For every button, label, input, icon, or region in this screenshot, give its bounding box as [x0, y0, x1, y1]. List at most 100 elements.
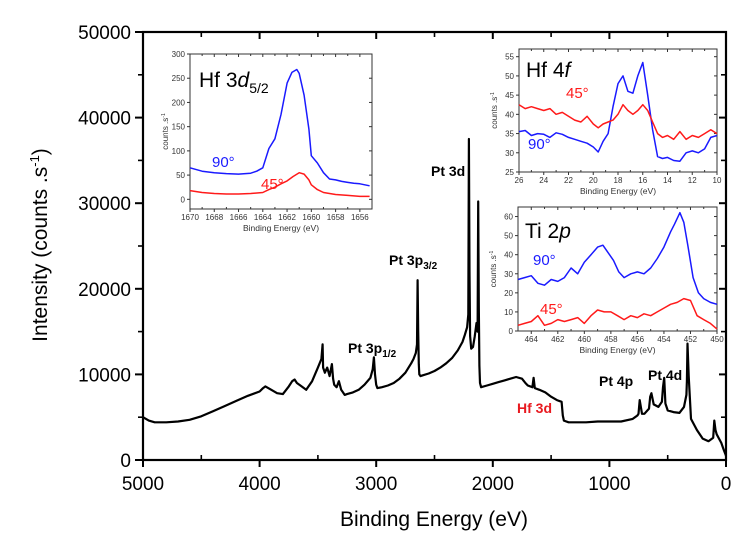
peak-label-text: Pt 4d	[648, 367, 682, 383]
inset-x-tick-label: 14	[663, 176, 672, 185]
peak-label: Pt 4p	[599, 373, 633, 389]
main-y-axis-label-close: )	[29, 148, 52, 155]
inset-y-axis-label-sup: -1	[161, 113, 167, 118]
inset-x-tick-label: 10	[713, 176, 722, 185]
peak-label: Pt 4d	[648, 367, 682, 383]
inset-x-axis-label: Binding Energy (eV)	[579, 345, 655, 355]
inset-x-tick-label: 12	[688, 176, 697, 185]
main-y-tick-label: 10000	[78, 365, 131, 386]
inset-ti2p-panel: 464 462 460 458 456 454 452 450 0 10 20 30 40 50 60 Bin…	[489, 206, 724, 355]
peak-label: Pt 3p3/2	[389, 252, 438, 272]
inset-y-tick-label: 50	[505, 72, 514, 81]
inset-y-axis-label-text: counts .s	[161, 118, 170, 150]
inset-x-tick-label: 458	[604, 335, 618, 344]
inset-angle-label: 90°	[533, 252, 556, 269]
main-x-tick-label: 4000	[238, 474, 280, 495]
inset-y-axis-label-sup: -1	[490, 92, 496, 97]
inset-series-line	[189, 68, 370, 187]
inset-x-tick-label: 1670	[181, 213, 199, 222]
inset-y-axis-label-text: counts .s	[490, 97, 499, 129]
inset-angle-label: 45°	[540, 301, 563, 318]
inset-title-text: Ti 2	[525, 220, 559, 243]
inset-series-line	[518, 103, 718, 141]
main-y-tick-label: 20000	[78, 280, 131, 301]
peak-label: Pt 3d	[431, 163, 465, 179]
inset-x-tick-label: 1656	[351, 213, 369, 222]
inset-y-tick-label: 300	[172, 50, 186, 59]
inset-y-tick-label: 25	[505, 168, 514, 177]
main-y-tick-label: 40000	[78, 109, 131, 130]
inset-title-subscript: 5/2	[249, 80, 269, 96]
inset-y-axis-label: counts .s-1	[489, 251, 498, 288]
inset-x-tick-label: 1658	[327, 213, 345, 222]
peak-label-text: Pt 3p	[389, 252, 423, 268]
inset-title: Hf 3d5/2	[199, 69, 269, 96]
inset-y-tick-label: 200	[172, 98, 186, 107]
inset-x-axis-label: Binding Energy (eV)	[580, 186, 656, 196]
inset-x-tick-label: 1668	[205, 213, 223, 222]
main-x-tick-label: 2000	[472, 474, 514, 495]
inset-x-tick-label: 16	[638, 176, 647, 185]
inset-hf3d-panel: 1670 1668 1666 1664 1662 1660 1658 1656 0 50 100 15…	[161, 50, 373, 233]
inset-y-tick-label: 30	[504, 270, 513, 279]
peak-label: Hf 3d	[517, 400, 552, 416]
main-x-tick-label: 1000	[588, 474, 630, 495]
inset-hf4f-panel: 26 24 22 20 18 16 14 12 10 25 30 35 40 45 50 55 Binding …	[490, 48, 722, 196]
inset-series-line	[517, 211, 718, 306]
inset-x-tick-label: 26	[515, 176, 524, 185]
inset-x-tick-label: 456	[631, 335, 645, 344]
inset-x-tick-label: 1666	[230, 213, 248, 222]
main-x-tick-label: 0	[721, 474, 732, 495]
main-plot-series	[142, 137, 728, 457]
inset-y-tick-label: 55	[505, 53, 514, 62]
inset-angle-label: 90°	[528, 136, 551, 153]
inset-x-tick-label: 452	[684, 335, 698, 344]
inset-angle-label: 45°	[261, 176, 284, 193]
inset-series-line	[189, 171, 370, 198]
inset-x-tick-label: 464	[525, 335, 539, 344]
inset-series-line	[517, 297, 718, 330]
inset-y-axis-label: counts .s-1	[490, 92, 499, 129]
inset-x-tick-label: 18	[614, 176, 623, 185]
inset-title: Ti 2p	[525, 220, 571, 243]
inset-y-tick-label: 40	[504, 251, 513, 260]
inset-y-tick-label: 50	[504, 232, 513, 241]
inset-x-tick-label: 1660	[302, 213, 320, 222]
inset-y-tick-label: 10	[504, 308, 513, 317]
inset-y-tick-label: 30	[505, 149, 514, 158]
main-x-tick-label: 3000	[355, 474, 397, 495]
inset-x-tick-label: 450	[710, 335, 724, 344]
peak-label-text: Pt 3p	[348, 340, 382, 356]
main-x-axis-label: Binding Energy (eV)	[340, 508, 528, 531]
main-y-tick-label: 50000	[78, 23, 131, 44]
inset-y-tick-label: 0	[181, 195, 186, 204]
inset-title-orbital: p	[558, 220, 571, 243]
inset-series-line	[518, 61, 718, 162]
inset-x-tick-label: 24	[539, 176, 548, 185]
inset-y-tick-label: 250	[172, 74, 186, 83]
inset-y-axis-label-text: counts .s	[489, 255, 498, 287]
inset-y-tick-label: 45	[505, 91, 514, 100]
inset-x-tick-label: 1664	[254, 213, 272, 222]
inset-y-tick-label: 35	[505, 130, 514, 139]
inset-title-text: Hf 3	[199, 69, 238, 92]
inset-angle-label: 90°	[212, 154, 235, 171]
peak-label-subscript: 3/2	[423, 261, 437, 272]
main-x-tick-label: 5000	[122, 474, 164, 495]
inset-title: Hf 4f	[526, 59, 573, 82]
inset-title-orbital: d	[238, 69, 251, 92]
peak-label-text: Pt 3d	[431, 163, 465, 179]
inset-angle-label: 45°	[566, 85, 589, 102]
main-series-line-survey	[142, 137, 728, 457]
inset-y-tick-label: 20	[504, 289, 513, 298]
peak-label-subscript: 1/2	[382, 349, 396, 360]
main-y-tick-label: 30000	[78, 194, 131, 215]
inset-y-tick-label: 100	[172, 147, 186, 156]
peak-label: Pt 3p1/2	[348, 340, 397, 360]
inset-title-orbital: f	[565, 59, 573, 82]
main-axis-ticks: 5000 4000 3000 2000 1000 00100002000030000400…	[78, 23, 731, 495]
main-y-axis-label-text: Intensity (counts .s	[29, 167, 52, 342]
inset-x-tick-label: 1662	[278, 213, 296, 222]
